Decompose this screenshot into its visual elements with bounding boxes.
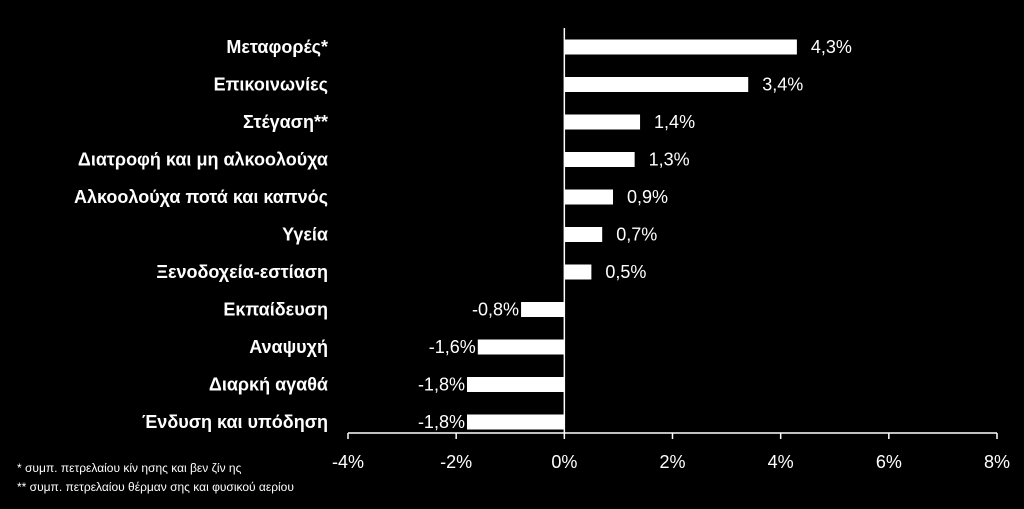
bar [466,377,565,392]
category-label: Επικοινωνίες [214,75,328,95]
category-label: Διατροφή και μη αλκοολούχα [78,150,328,170]
footnote-1: * συμπ. πετρελαίου κίν ησης και βεν ζίν … [17,461,242,475]
bar [564,39,797,55]
bar [521,302,565,317]
data-label: -1,6% [429,337,476,357]
footnote-2: ** συμπ. πετρελαίου θέρμαν σης και φυσικ… [17,480,294,494]
x-tick-label: 2% [659,452,685,472]
category-label: Υγεία [282,225,328,245]
bars-group [466,39,797,430]
data-label: 0,7% [616,225,657,245]
data-label: -1,8% [418,375,465,395]
bar [477,339,565,355]
category-label: Ένδυση και υπόδηση [142,412,328,432]
bar [564,114,641,130]
bar [564,152,635,167]
bar [564,77,749,92]
bar [564,227,603,242]
data-label: 4,3% [811,37,852,57]
category-labels: Μεταφορές* Επικοινωνίες Στέγαση** Διατροφή … [74,37,328,432]
x-tick-label: -2% [440,452,472,472]
data-label: 1,3% [649,150,690,170]
category-label: Εκπαίδευση [223,300,328,320]
bar [564,264,592,280]
category-label: Αναψυχή [249,337,328,357]
x-tick-label: 4% [768,452,794,472]
x-tick-label: 6% [876,452,902,472]
data-label: 1,4% [654,112,695,132]
data-label: 0,9% [627,187,668,207]
category-label: Ξενοδοχεία-εστίαση [156,262,328,282]
data-labels: 4,3% 3,4% 1,4% 1,3% 0,9% 0,7% 0,5% -0,8% -1,6% -1… [418,37,852,432]
category-label: Στέγαση** [243,112,328,132]
x-axis: -4% -2% 0% 2% 4% 6% 8% [332,28,1010,472]
bar [564,189,614,205]
x-tick-label: 0% [551,452,577,472]
data-label: -0,8% [472,300,519,320]
bar [466,414,565,430]
category-label: Μεταφορές* [226,37,328,57]
category-label: Διαρκή αγαθά [209,375,328,395]
data-label: 0,5% [605,262,646,282]
data-label: 3,4% [762,75,803,95]
x-tick-label: -4% [332,452,364,472]
category-label: Αλκοολούχα ποτά και καπνός [74,187,328,207]
x-tick-label: 8% [984,452,1010,472]
data-label: -1,8% [418,412,465,432]
